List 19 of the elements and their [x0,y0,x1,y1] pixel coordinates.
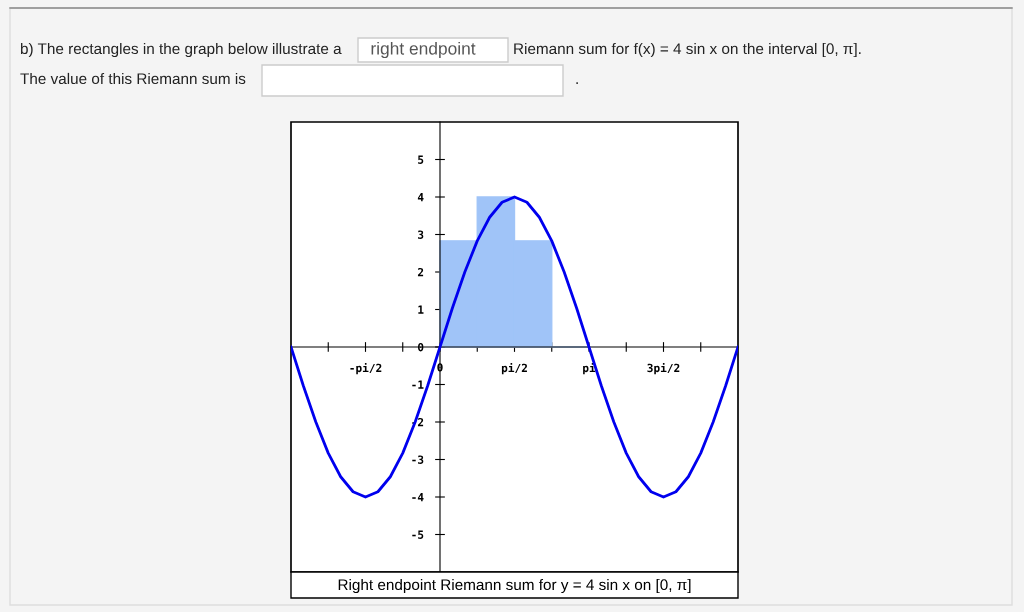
x-tick-label: pi/2 [501,362,527,375]
y-tick-label: 3 [418,230,424,239]
text: b) The rectangles in the graph below illustrate a [20,42,342,58]
y-tick-label: -3 [412,455,424,464]
y-tick-label: 4 [417,193,424,202]
y-tick-label: 5 [418,155,424,164]
x-tick-label: -pi/2 [350,362,382,375]
text: right endpoint [371,41,476,59]
text: The value of this Riemann sum is [20,72,246,85]
text: . [576,82,578,84]
x-tick-label: 3pi/2 [647,362,680,375]
y-tick-label: -1 [412,380,424,389]
y-tick-label: 1 [418,305,424,314]
text: Riemann sum for f(x) = 4 sin x on the interval [0, π]. [514,42,861,58]
y-tick-label: 2 [417,267,424,277]
y-tick-label: 0 [418,342,424,352]
text: Right endpoint Riemann sum for y = 4 sin x on [0, π] [338,578,691,594]
y-tick-label: -4 [412,493,424,502]
y-tick-label: -5 [412,530,424,539]
